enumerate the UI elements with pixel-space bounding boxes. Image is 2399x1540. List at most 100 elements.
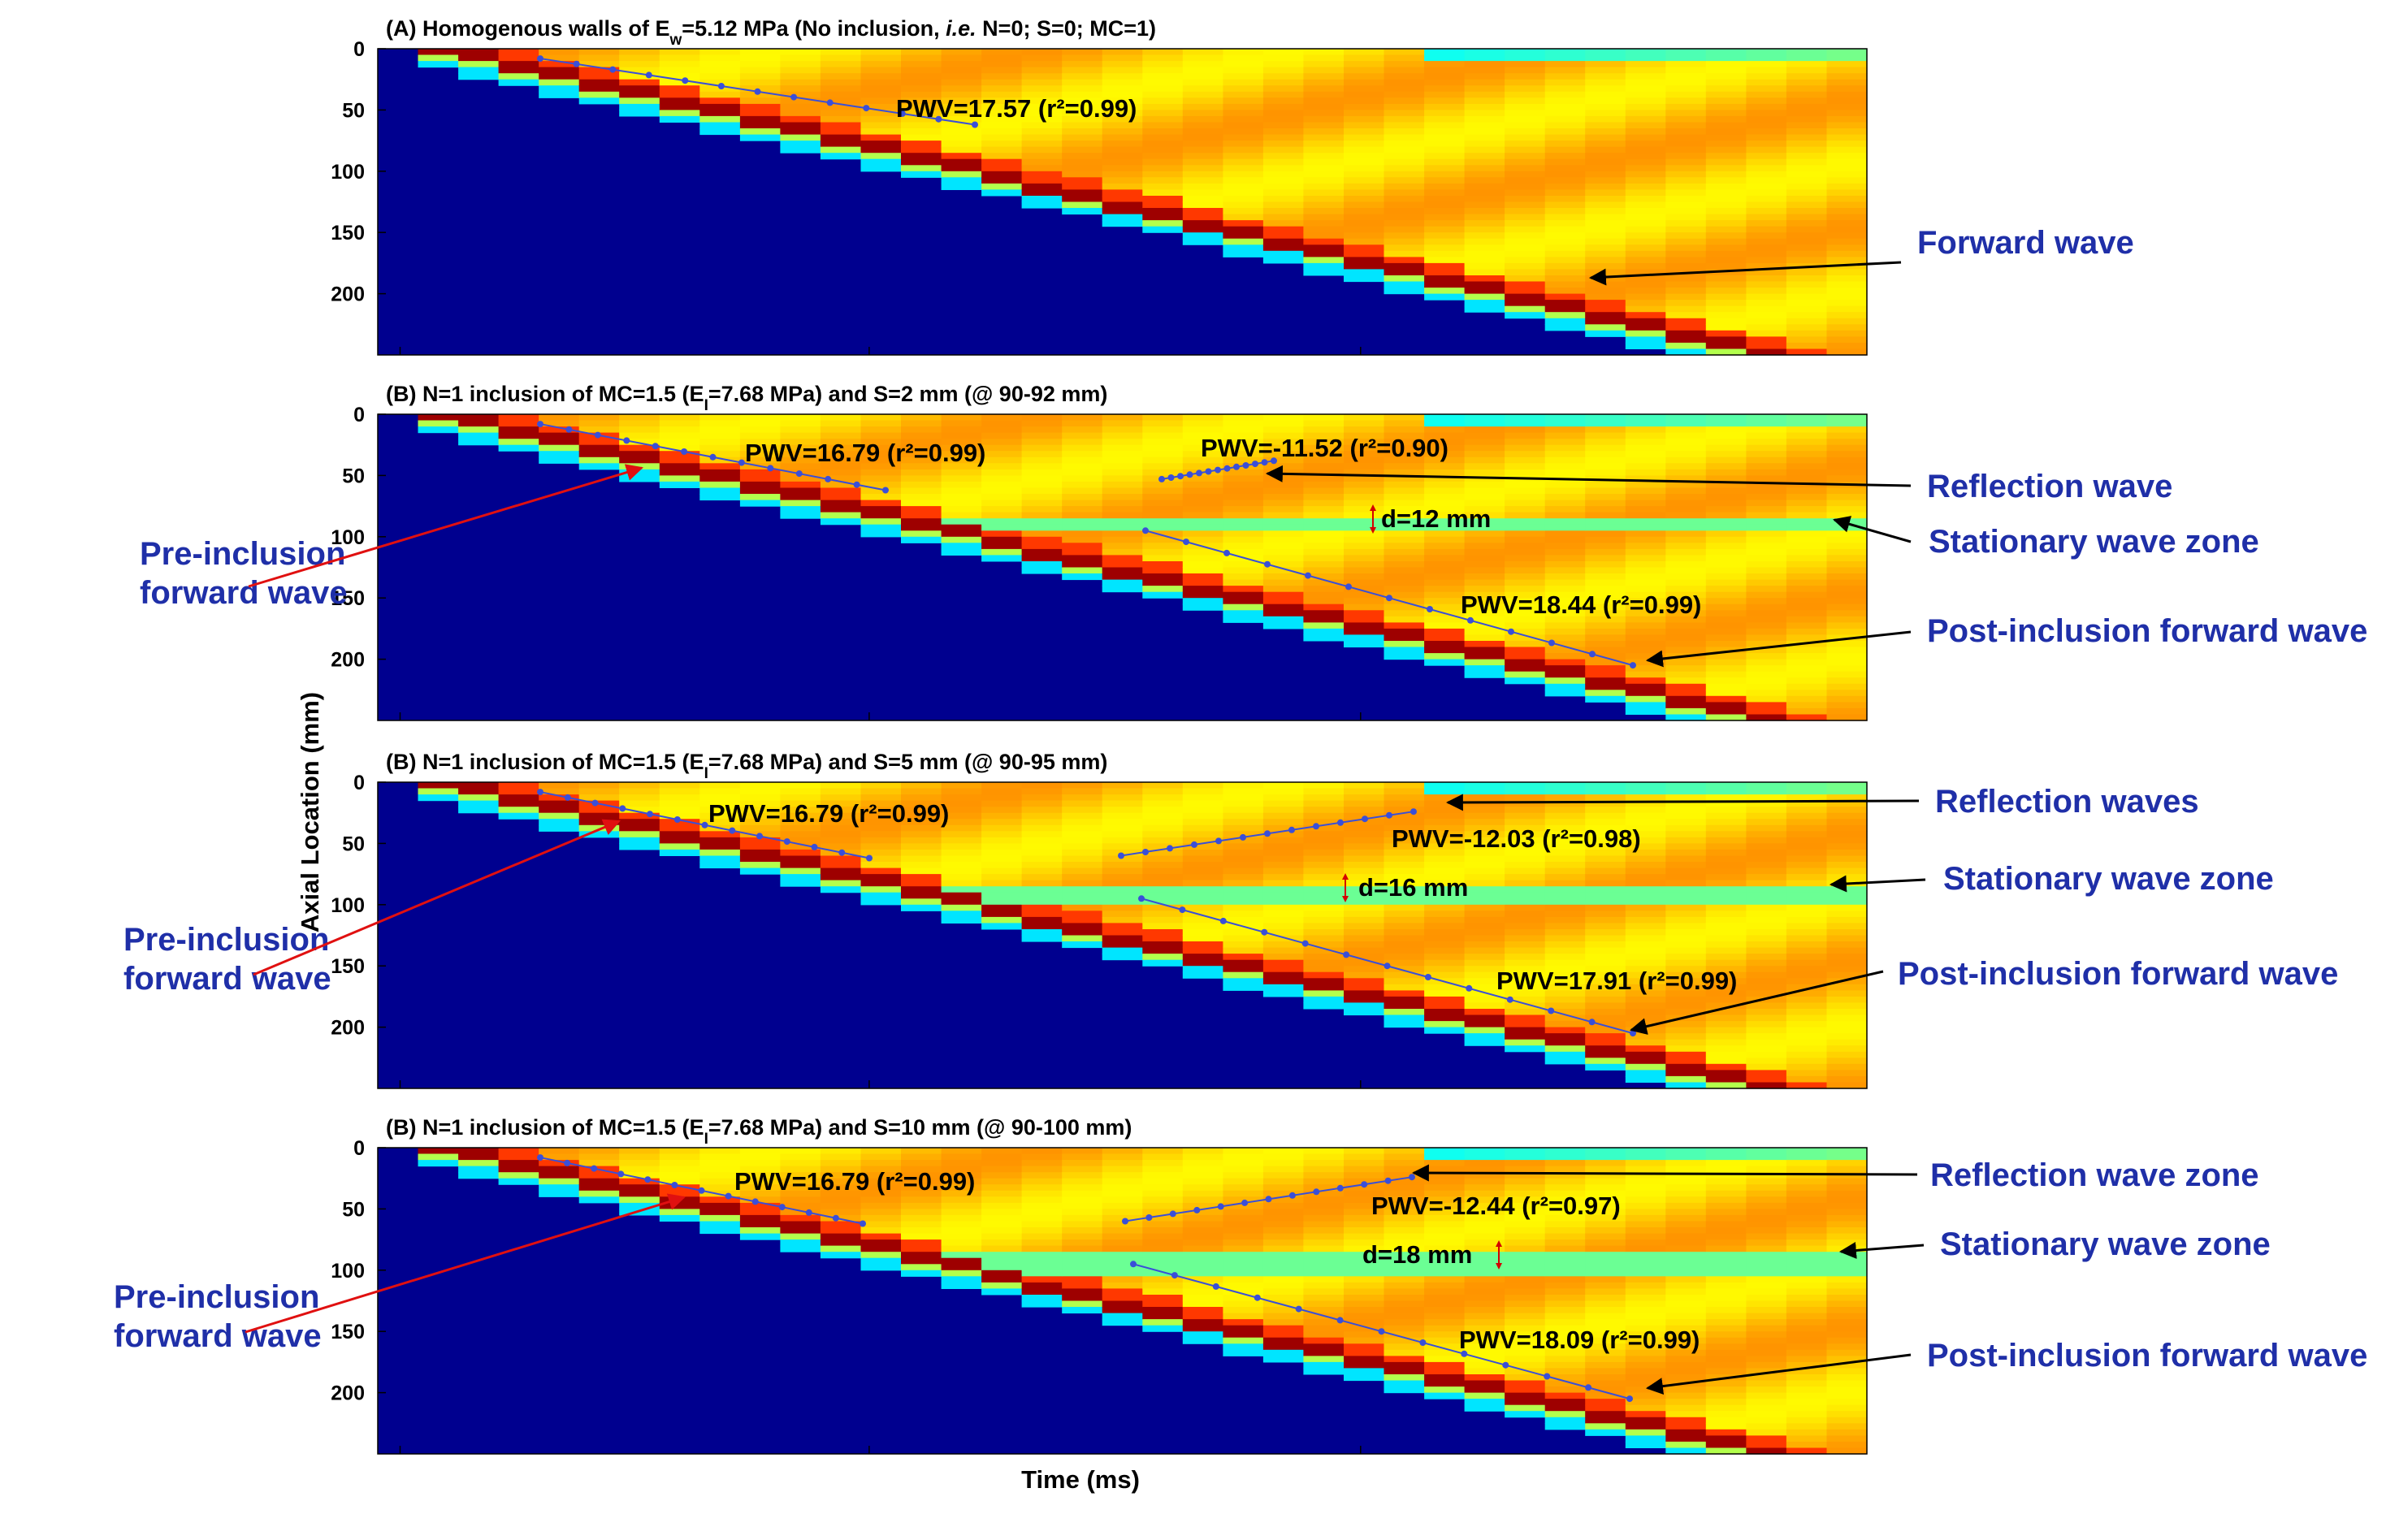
heatmap-cells <box>418 49 1868 356</box>
fit-point <box>1186 471 1193 478</box>
fit-point <box>1242 462 1249 469</box>
annotation-arrow <box>1588 261 1902 286</box>
fit-point <box>717 83 725 89</box>
fit-point <box>564 794 571 801</box>
fit-point <box>623 437 630 444</box>
fit-point <box>1252 461 1258 468</box>
pwv-label: PWV=18.44 (r²=0.99) <box>1461 590 1701 619</box>
fit-point <box>1384 962 1391 970</box>
fit-point <box>1626 1395 1633 1403</box>
fit-point <box>1301 940 1309 947</box>
pwv-label: PWV=-11.52 (r²=0.90) <box>1201 434 1448 462</box>
fit-point <box>1215 837 1222 845</box>
fit-point <box>1466 984 1473 992</box>
fit-point <box>1142 527 1149 534</box>
fit-point <box>899 110 906 117</box>
fit-point <box>1630 1030 1636 1037</box>
pwv-label: PWV=18.09 (r²=0.99) <box>1459 1326 1700 1354</box>
pwv-label: PWV=16.79 (r²=0.99) <box>708 799 949 828</box>
annotation-arrow <box>1645 1353 1912 1395</box>
fit-point <box>1384 1177 1392 1184</box>
pwv-label: PWV=17.57 (r²=0.99) <box>896 94 1137 123</box>
annotation-arrow-red <box>248 464 644 588</box>
fit-point <box>1215 466 1221 474</box>
fit-point <box>1241 1199 1249 1206</box>
fit-point <box>1461 1350 1468 1357</box>
fit-point <box>652 443 659 450</box>
fit-point <box>756 833 763 840</box>
heatmap-cells <box>418 782 1868 1089</box>
fit-point <box>1295 1305 1302 1313</box>
fit-point <box>1261 928 1268 936</box>
fit-point <box>1169 1210 1176 1218</box>
y-tick-label: 50 <box>342 99 365 122</box>
y-tick-label: 200 <box>331 1017 365 1040</box>
y-tick-label: 50 <box>342 1198 365 1221</box>
fit-point <box>1179 906 1186 914</box>
fit-point <box>825 475 832 482</box>
fit-point <box>1212 1283 1219 1290</box>
y-tick-label: 150 <box>331 587 365 610</box>
fit-point <box>1313 1188 1320 1196</box>
fit-point <box>1219 917 1227 924</box>
fit-point <box>1217 1203 1224 1210</box>
fit-point <box>564 1159 571 1166</box>
fit-point <box>935 115 942 123</box>
annotation-label: Post-inclusion forward wave <box>1898 956 2338 992</box>
annotation-arrow <box>1645 630 1912 668</box>
fit-point <box>1467 616 1474 624</box>
fit-point <box>795 470 803 478</box>
y-tick-label: 100 <box>331 161 365 184</box>
annotation-arrow <box>1629 970 1884 1035</box>
fit-point <box>1265 1196 1272 1203</box>
y-tick-label: 150 <box>331 222 365 244</box>
fit-point <box>863 105 870 112</box>
fit-point <box>537 1154 543 1161</box>
panel-1: (A) Homogenous walls of Ew=5.12 MPa (No … <box>331 16 2134 356</box>
panel-3: (B) N=1 inclusion of MC=1.5 (EI=7.68 MPa… <box>123 750 2338 1089</box>
fit-point <box>866 854 873 862</box>
fit-point <box>1345 583 1352 590</box>
fit-point <box>645 71 652 79</box>
fit-point <box>573 60 580 67</box>
pwv-label: PWV=-12.44 (r²=0.97) <box>1371 1192 1621 1220</box>
fit-point <box>591 799 599 807</box>
fit-point <box>1362 815 1368 823</box>
annotation-label: Stationary wave zone <box>1943 861 2274 897</box>
annotation-label: Stationary wave zone <box>1940 1226 2271 1262</box>
annotation-label: Reflection waves <box>1935 784 2199 820</box>
fit-point <box>1177 473 1184 480</box>
fit-point <box>853 481 860 488</box>
fit-point <box>1240 833 1246 841</box>
y-tick-label: 200 <box>331 283 365 306</box>
annotation-arrow <box>1832 516 1912 543</box>
fit-point <box>1142 849 1149 855</box>
fit-point <box>682 77 689 84</box>
annotation-label: Post-inclusion forward wave <box>1927 613 2367 649</box>
distance-label: d=16 mm <box>1358 873 1468 902</box>
annotation-label: Pre-inclusion forward wave <box>140 536 348 611</box>
fit-point <box>1271 457 1277 465</box>
fit-point <box>860 1220 866 1227</box>
fit-point <box>1288 826 1295 833</box>
fit-point <box>1264 830 1271 837</box>
plot-frame <box>377 413 1868 721</box>
fit-point <box>617 1170 625 1178</box>
fit-point <box>1386 595 1392 602</box>
fit-point <box>1343 951 1350 958</box>
y-tick-label: 150 <box>331 1321 365 1343</box>
fit-point <box>882 487 889 494</box>
fit-point <box>778 1204 786 1211</box>
annotation-label: Pre-inclusion forward wave <box>114 1279 322 1354</box>
annotation-arrow <box>1838 1242 1925 1259</box>
fit-point <box>1544 1373 1551 1380</box>
fit-point <box>1130 1261 1137 1268</box>
y-axis-label: Axial Location (mm) <box>296 692 324 932</box>
fit-point <box>729 827 736 834</box>
fit-point <box>1288 1192 1296 1199</box>
fit-point <box>1145 1214 1153 1221</box>
y-tick-label: 0 <box>353 1137 365 1160</box>
fit-point <box>594 431 601 439</box>
fit-point <box>1223 465 1231 472</box>
